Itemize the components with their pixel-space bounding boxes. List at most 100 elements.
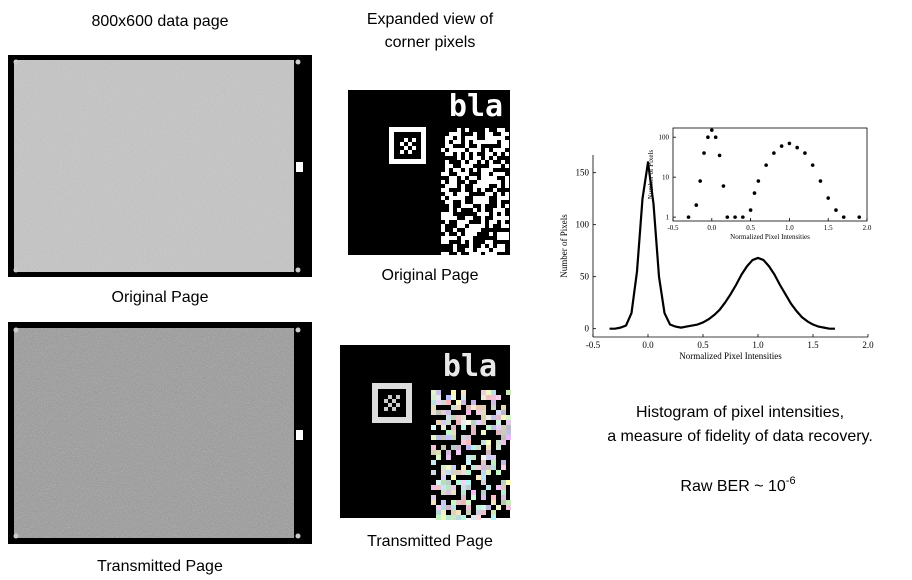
pixel xyxy=(441,470,446,475)
pixel xyxy=(501,410,506,415)
y-tick-label: 150 xyxy=(576,168,590,178)
pixel xyxy=(491,405,496,410)
pixel xyxy=(486,395,491,400)
pixel xyxy=(496,415,501,420)
pixel xyxy=(471,455,476,460)
pixel xyxy=(449,184,453,188)
pixel xyxy=(477,196,481,200)
zoom-text: bla xyxy=(449,89,503,124)
pixel xyxy=(505,192,509,196)
pixel xyxy=(449,152,453,156)
pixel xyxy=(461,465,466,470)
pixel xyxy=(445,216,449,220)
pixel xyxy=(469,160,473,164)
pixel xyxy=(481,405,486,410)
pixel xyxy=(497,196,501,200)
pixel xyxy=(456,510,461,515)
pixel xyxy=(501,490,506,495)
pixel xyxy=(473,188,477,192)
pixel xyxy=(457,132,461,136)
pixel xyxy=(466,440,471,445)
pixel xyxy=(489,232,493,236)
pixel xyxy=(473,168,477,172)
pixel xyxy=(466,470,471,475)
pixel xyxy=(485,184,489,188)
pixel xyxy=(505,164,509,168)
scatter-point xyxy=(764,163,768,167)
pixel xyxy=(441,236,445,240)
pixel xyxy=(441,212,445,216)
pixel xyxy=(497,192,501,196)
pixel xyxy=(457,128,461,132)
pixel xyxy=(485,212,489,216)
pixel xyxy=(473,196,477,200)
pixel xyxy=(436,395,441,400)
pixel xyxy=(456,415,461,420)
pixel xyxy=(466,410,471,415)
pixel xyxy=(473,132,477,136)
pixel xyxy=(453,244,457,248)
pixel xyxy=(465,228,469,232)
inset-frame xyxy=(673,128,867,221)
scatter-point xyxy=(772,151,776,155)
pixel xyxy=(436,435,441,440)
pixel xyxy=(477,252,481,256)
pixel xyxy=(445,172,449,176)
ber: Raw BER ~ 10-6 xyxy=(680,475,795,495)
pixel xyxy=(505,196,509,200)
pixel xyxy=(465,192,469,196)
pixel xyxy=(491,495,496,500)
pixel xyxy=(446,455,451,460)
pixel xyxy=(477,228,481,232)
pixel xyxy=(505,180,509,184)
header-left: 800x600 data page xyxy=(91,13,228,30)
pixel xyxy=(441,505,446,510)
pixel xyxy=(506,435,511,440)
pixel xyxy=(481,505,486,510)
pixel xyxy=(446,400,451,405)
pixel xyxy=(485,148,489,152)
pixel xyxy=(481,395,486,400)
pixel xyxy=(485,152,489,156)
pixel xyxy=(501,216,505,220)
pixel xyxy=(473,200,477,204)
pixel xyxy=(501,244,505,248)
pixel xyxy=(485,180,489,184)
pixel xyxy=(505,140,509,144)
pixel xyxy=(469,176,473,180)
pixel xyxy=(449,180,453,184)
pixel xyxy=(486,485,491,490)
x-tick-label: 2.0 xyxy=(863,224,872,232)
pixel xyxy=(497,172,501,176)
pixel xyxy=(441,240,445,244)
pixel xyxy=(465,248,469,252)
pixel xyxy=(461,515,466,520)
pixel xyxy=(445,160,449,164)
pixel xyxy=(497,200,501,204)
pixel xyxy=(501,495,506,500)
pixel xyxy=(485,240,489,244)
pixel xyxy=(501,480,506,485)
pixel xyxy=(465,136,469,140)
scatter-point xyxy=(826,196,830,200)
pixel xyxy=(505,184,509,188)
header-middle: Expanded view of xyxy=(367,11,494,28)
pixel xyxy=(441,510,446,515)
pixel xyxy=(457,136,461,140)
pixel xyxy=(477,212,481,216)
pixel xyxy=(457,220,461,224)
pixel xyxy=(436,390,441,395)
pixel xyxy=(441,224,445,228)
pixel xyxy=(457,224,461,228)
pixel xyxy=(441,465,446,470)
pixel xyxy=(446,480,451,485)
x-tick-label: 0.0 xyxy=(642,340,654,350)
pixel xyxy=(436,420,441,425)
pixel xyxy=(449,144,453,148)
pixel xyxy=(392,399,396,403)
pixel xyxy=(446,395,451,400)
pixel xyxy=(456,445,461,450)
pixel xyxy=(449,148,453,152)
pixel xyxy=(396,403,400,407)
pixel xyxy=(491,415,496,420)
